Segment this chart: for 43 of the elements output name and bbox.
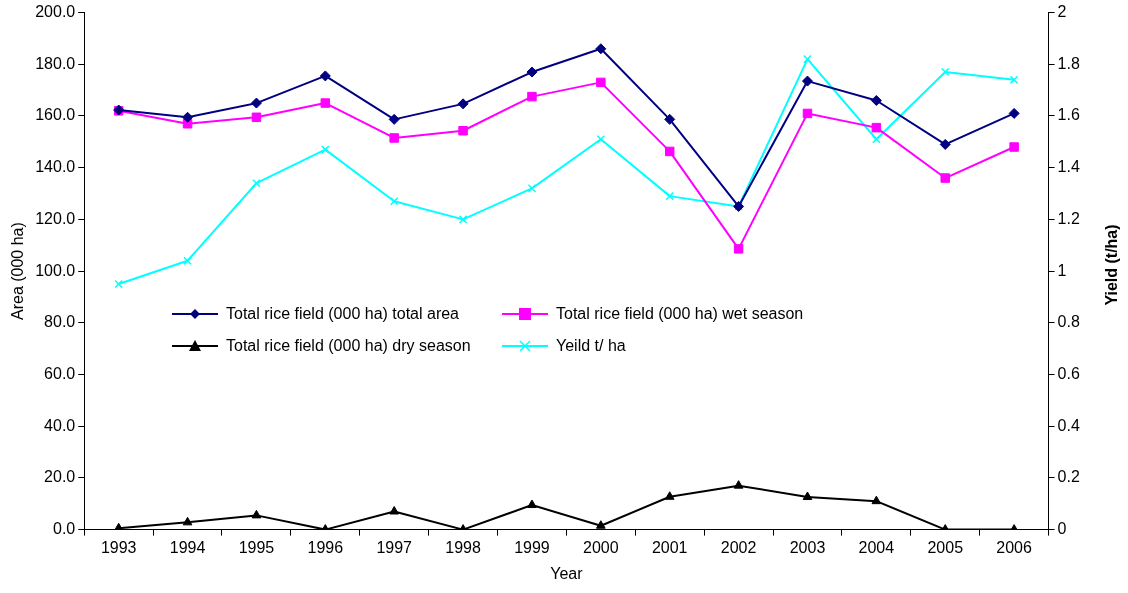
y2-axis-title: Yield (t/ha) [1103, 224, 1121, 306]
x-tick-label: 2005 [927, 538, 964, 556]
x-tick-label: 1995 [238, 538, 275, 556]
y-tick-label: 160.0 [35, 106, 76, 124]
y2-tick-label: 0.2 [1057, 468, 1080, 486]
x-tick-label: 1999 [514, 538, 550, 556]
y2-tick-label: 1.4 [1057, 158, 1080, 176]
x-tick-label: 2001 [651, 538, 688, 556]
y-axis-title: Area (000 ha) [9, 222, 27, 321]
legend-label: Total rice field (000 ha) dry season [226, 337, 471, 355]
legend-label: Yeild t/ ha [556, 337, 626, 355]
y2-tick-label: 0 [1057, 520, 1067, 538]
y-tick-label: 20.0 [44, 468, 76, 486]
y2-tick-label: 0.6 [1057, 364, 1080, 382]
x-tick-label: 2006 [996, 538, 1033, 556]
x-tick-label: 1993 [100, 538, 137, 556]
y2-tick-label: 1.2 [1057, 209, 1080, 227]
legend-label: Total rice field (000 ha) wet season [556, 305, 804, 323]
y2-tick-label: 1.6 [1057, 106, 1080, 124]
y-tick-label: 120.0 [35, 209, 76, 227]
x-tick-label: 2003 [789, 538, 826, 556]
x-tick-label: 1996 [307, 538, 344, 556]
x-tick-label: 2000 [583, 538, 619, 556]
x-tick-label: 1994 [169, 538, 206, 556]
y2-tick-label: 1.8 [1057, 54, 1080, 72]
x-tick-label: 2002 [720, 538, 757, 556]
y-tick-label: 200.0 [35, 3, 76, 21]
y2-tick-label: 0.8 [1057, 313, 1080, 331]
y-tick-label: 100.0 [35, 261, 76, 279]
x-tick-label: 1998 [445, 538, 481, 556]
x-axis-title: Year [550, 564, 584, 582]
y-tick-label: 40.0 [44, 416, 76, 434]
y2-tick-label: 0.4 [1057, 416, 1080, 434]
y-tick-label: 140.0 [35, 158, 76, 176]
y-tick-label: 0.0 [52, 520, 76, 538]
y-tick-label: 60.0 [44, 364, 76, 382]
y-tick-label: 180.0 [35, 54, 76, 72]
y2-tick-label: 1 [1057, 261, 1067, 279]
x-tick-label: 1997 [376, 538, 413, 556]
x-tick-label: 2004 [858, 538, 895, 556]
y-tick-label: 80.0 [44, 313, 76, 331]
legend-label: Total rice field (000 ha) total area [226, 305, 460, 323]
y2-tick-label: 2 [1057, 3, 1067, 21]
